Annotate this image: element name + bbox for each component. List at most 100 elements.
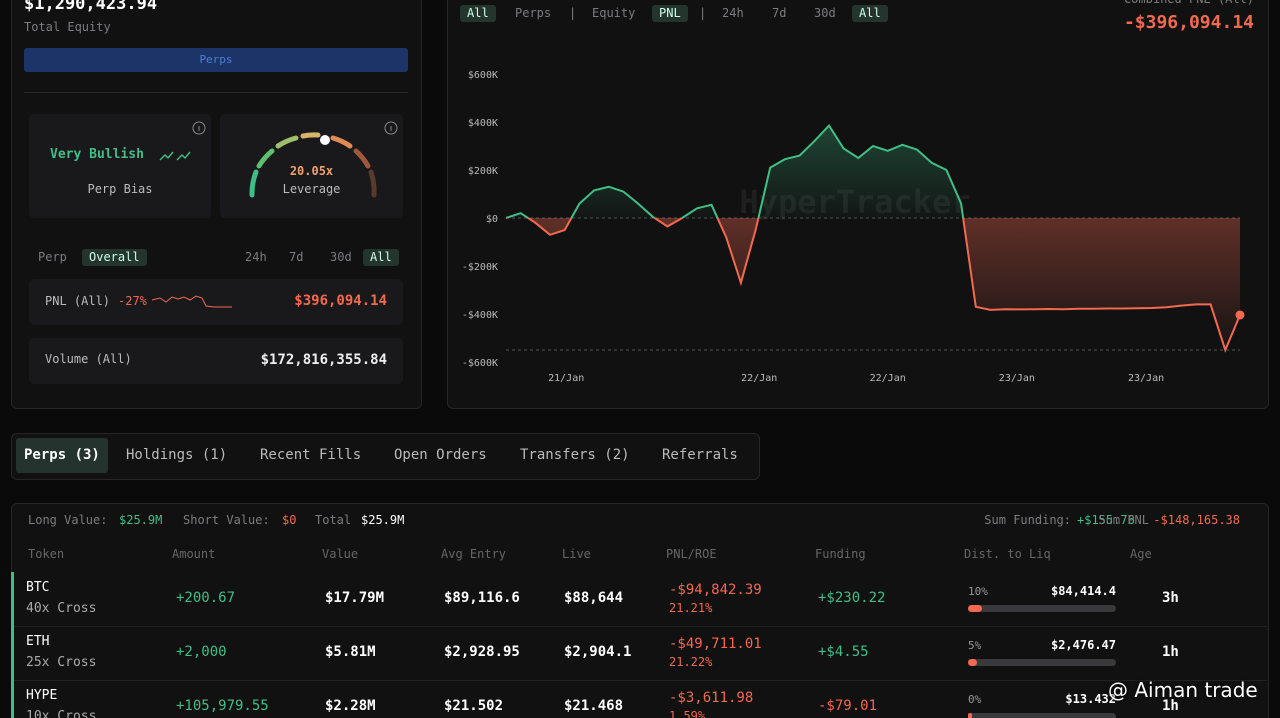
metric-filter[interactable]: PNL [652,5,688,22]
separator: | [699,6,707,20]
total-equity: $1,290,423.94 [24,0,158,14]
chart-value: -$396,094.14 [1123,12,1254,33]
leverage-label: Leverage [282,182,341,196]
tab[interactable]: Recent Fills [260,447,362,463]
volume-label: Volume (All) [45,352,132,366]
mode-button[interactable]: Perps [24,48,408,72]
y-tick-label: -$200K [462,262,498,273]
credit: @ Aiman trade [1108,678,1258,702]
row-accent [11,572,14,626]
source-filter[interactable]: Perps [515,6,552,20]
summary-total: $25.9M [361,513,405,527]
bias-value: Very Bullish [50,147,144,162]
period-filter[interactable]: All [363,249,399,266]
period-filter[interactable]: All [852,5,888,22]
live-price: $88,644 [564,590,624,606]
token: BTC [26,580,50,595]
value: $17.79M [325,590,385,606]
liq-bar-fill [968,659,977,666]
period-filter[interactable]: 30d [814,6,836,20]
avg-entry: $89,116.6 [444,590,520,606]
avg-entry: $2,928.95 [444,644,520,660]
y-tick-label: $200K [468,166,498,177]
bias-card [29,114,211,218]
leverage-type: 25x Cross [26,655,97,670]
tab-bar [11,433,760,480]
row-accent [11,680,14,718]
period-filter[interactable]: 7d [289,250,304,264]
summary-long: $25.9M [119,513,163,527]
source-filter[interactable]: All [460,5,496,22]
chart-title: Combined PNL (All) [1124,0,1254,6]
x-tick-label: 21/Jan [548,373,584,384]
tab[interactable]: Perps (3) [16,438,108,473]
summary-pnl-label: Sum PNL [1098,513,1149,527]
live-price: $21.468 [564,698,624,714]
tab[interactable]: Transfers (2) [520,447,630,463]
scope-overall[interactable]: Overall [82,249,147,266]
x-tick-label: 22/Jan [870,373,906,384]
liq-price: $2,476.47 [1050,638,1116,652]
value: $2.28M [325,698,376,714]
column-header: Funding [815,547,866,561]
liq-bar [968,713,1116,718]
tab[interactable]: Open Orders [394,447,487,463]
last-point [1235,310,1245,320]
row-divider [12,680,1267,681]
summary-short: $0 [282,513,297,527]
token: HYPE [26,688,58,703]
y-tick-label: $400K [468,118,498,129]
amount: +2,000 [176,644,227,660]
liq-distance: 0% [968,693,982,706]
y-tick-label: $600K [468,70,498,81]
x-tick-label: 23/Jan [1128,373,1164,384]
pnl: -$49,711.01 [669,636,762,652]
column-header: Live [562,547,591,561]
tab[interactable]: Referrals [662,447,738,463]
pnl-card [29,279,403,325]
live-price: $2,904.1 [564,644,632,660]
age: 1h [1162,698,1179,714]
pnl-area [506,125,1240,350]
period-filter[interactable]: 24h [245,250,267,264]
y-tick-label: -$600K [462,358,498,369]
column-header: Avg Entry [441,547,507,561]
amount: +105,979.55 [176,698,269,714]
pnl-value: $396,094.14 [294,293,387,309]
leverage-type: 10x Cross [26,709,97,718]
column-header: Token [28,547,65,561]
info-icons [192,121,398,135]
liq-distance: 10% [968,585,988,598]
period-filter[interactable]: 24h [722,6,744,20]
scope-perp[interactable]: Perp [38,250,67,264]
liq-bar-fill [968,605,982,612]
funding: +$4.55 [818,644,869,660]
liq-bar [968,659,1116,666]
column-header: PNL/ROE [666,547,717,561]
bias-label: Perp Bias [87,182,153,196]
divider [24,92,408,93]
leverage-gauge [249,132,377,198]
amount: +200.67 [176,590,236,606]
summary-long-label: Long Value: [28,513,108,527]
metric-filter[interactable]: Equity [592,6,636,20]
tab[interactable]: Holdings (1) [126,447,228,463]
y-tick-label: $0 [486,214,498,225]
liq-bar-fill [968,713,972,718]
row-divider [12,626,1267,627]
pnl: -$94,842.39 [669,582,762,598]
period-filter[interactable]: 7d [772,6,787,20]
token: ETH [26,634,50,649]
pnl-label: PNL (All) [45,294,111,308]
pnl: -$3,611.98 [669,690,754,706]
column-header: Dist. to Liq [964,547,1051,561]
pnl-line [505,123,1241,353]
volume-value: $172,816,355.84 [260,352,387,368]
funding: +$230.22 [818,590,886,606]
liq-price: $84,414.4 [1050,584,1116,598]
roe: 21.22% [669,655,713,669]
period-filter[interactable]: 30d [330,250,352,264]
roe: 1.59% [669,709,706,718]
trend-icon [159,151,191,161]
